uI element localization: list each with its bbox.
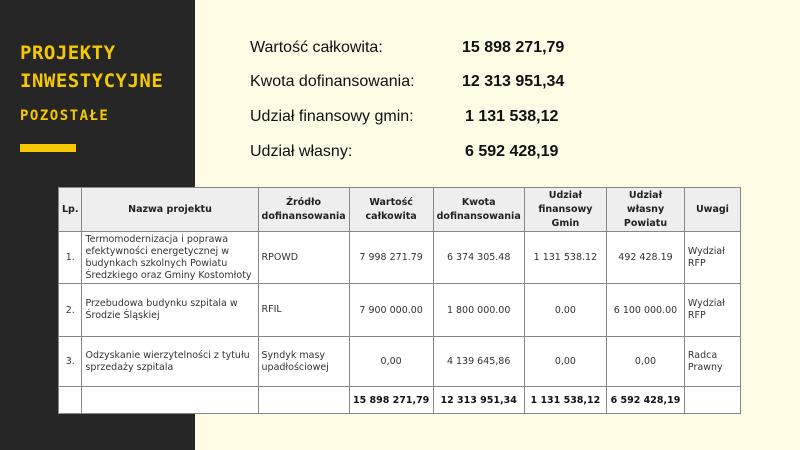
table-cell: 7 900 000.00: [348, 283, 434, 338]
table-row: 3. Odzyskanie wierzytelności z tytułu spr…: [57, 336, 742, 388]
table-cell: 1.: [57, 231, 83, 285]
summary-label: Kwota dofinansowania:: [250, 73, 415, 90]
column-header: Nazwa projektu: [81, 186, 259, 233]
table-cell: Termomodernizacja i poprawa efektywności…: [81, 231, 259, 285]
column-header: Kwota dofinansowania: [432, 186, 525, 233]
total-cell: [683, 386, 742, 415]
table-cell: Radca Prawny: [683, 336, 742, 388]
table-cell: 0,00: [523, 336, 608, 388]
table-cell: Przebudowa budynku szpitala w Środzie Śl…: [81, 283, 259, 338]
column-header: Uwagi: [683, 186, 742, 233]
summary-value: 1 131 538,12: [465, 108, 559, 125]
table-cell: 492 428.19: [606, 231, 685, 285]
table-cell: 7 998 271.79: [348, 231, 434, 285]
table-cell: 0.00: [523, 283, 608, 338]
subtitle: POZOSTAŁE: [20, 108, 110, 124]
table-cell: Wydział RFP: [683, 283, 742, 338]
table-cell: 1 131 538.12: [523, 231, 608, 285]
column-header: Udział własny Powiatu: [606, 186, 685, 233]
total-cell: [81, 386, 259, 415]
table-cell: 2.: [57, 283, 83, 338]
column-header: Źródło dofinansowania: [257, 186, 350, 233]
totals-row: 15 898 271,79 12 313 951,34 1 131 538,12 6 …: [57, 386, 742, 415]
table-cell: 3.: [57, 336, 83, 388]
total-cell: 6 592 428,19: [606, 386, 685, 415]
table-cell: RFIL: [257, 283, 350, 338]
summary-value: 12 313 951,34: [462, 73, 565, 90]
table-cell: RPOWD: [257, 231, 350, 285]
table-cell: 0,00: [348, 336, 434, 388]
table-row: 2. Przebudowa budynku szpitala w Środzie …: [57, 283, 742, 338]
table-row: 1. Termomodernizacja i poprawa efektywnoś…: [57, 231, 742, 285]
table-header-row: Lp. Nazwa projektu Źródło dofinansowania Wa…: [57, 186, 742, 233]
table-cell: 0,00: [606, 336, 685, 388]
summary-label: Udział finansowy gmin:: [250, 108, 414, 125]
projects-table: Lp. Nazwa projektu Źródło dofinansowania Wa…: [57, 186, 742, 415]
summary-label: Udział własny:: [250, 143, 353, 160]
table-cell: 4 139 645,86: [432, 336, 525, 388]
summary-value: 6 592 428,19: [465, 143, 559, 160]
table-cell: Odzyskanie wierzytelności z tytułu sprze…: [81, 336, 259, 388]
table-cell: 6 100 000.00: [606, 283, 685, 338]
title-line-1: PROJEKTY: [20, 42, 116, 64]
total-cell: 15 898 271,79: [348, 386, 434, 415]
column-header: Wartość całkowita: [348, 186, 434, 233]
total-cell: [257, 386, 350, 415]
table-cell: 6 374 305.48: [432, 231, 525, 285]
title-line-2: INWESTYCYJNE: [20, 70, 164, 92]
summary-label: Wartość całkowita:: [250, 39, 383, 56]
summary-value: 15 898 271,79: [462, 39, 565, 56]
column-header: Lp.: [57, 186, 83, 233]
column-header: Udział finansowy Gmin: [523, 186, 608, 233]
total-cell: 12 313 951,34: [432, 386, 525, 415]
table-cell: Wydział RFP: [683, 231, 742, 285]
accent-bar: [20, 144, 76, 152]
total-cell: 1 131 538,12: [523, 386, 608, 415]
table-cell: Syndyk masy upadłościowej: [257, 336, 350, 388]
table-cell: 1 800 000.00: [432, 283, 525, 338]
total-cell: [57, 386, 83, 415]
